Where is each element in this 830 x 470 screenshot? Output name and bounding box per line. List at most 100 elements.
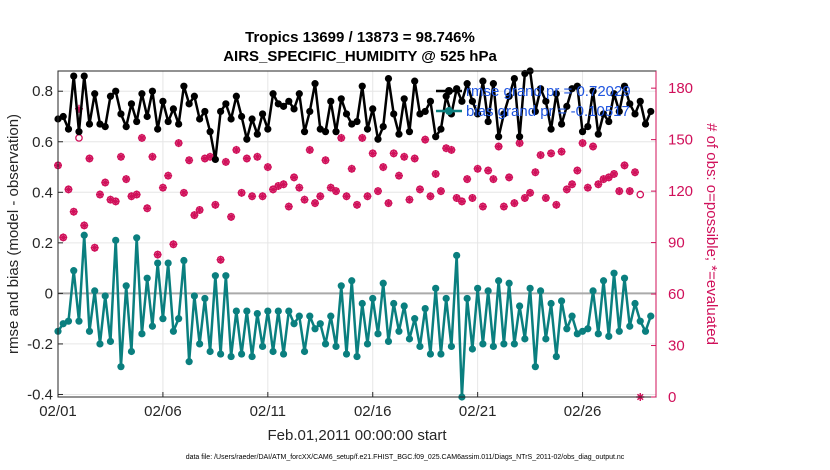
obs-evaluated-point	[421, 135, 430, 144]
bias-point	[295, 312, 303, 320]
obs-evaluated-point	[373, 187, 382, 196]
obs-evaluated-point	[227, 212, 236, 221]
y-left-tick-label: 0.4	[32, 184, 53, 201]
bias-point	[610, 269, 618, 277]
rmse-point	[516, 133, 524, 141]
rmse-point	[332, 128, 340, 136]
rmse-point	[489, 80, 497, 88]
rmse-point	[500, 110, 508, 118]
rmse-point	[432, 133, 440, 141]
bias-point	[227, 352, 235, 361]
obs-evaluated-point	[473, 164, 482, 173]
rmse-point	[70, 72, 78, 80]
y-right-tick-label: 60	[668, 286, 685, 303]
rmse-point	[279, 102, 288, 110]
y-left-tick-label: 0	[45, 285, 53, 302]
y-right-tick-label: 30	[668, 338, 685, 355]
obs-evaluated-point	[185, 156, 194, 165]
rmse-point	[285, 97, 293, 105]
rmse-point	[379, 122, 387, 131]
rmse-point	[159, 97, 167, 105]
rmse-point	[211, 155, 219, 164]
rmse-point	[117, 110, 125, 118]
obs-evaluated-point	[515, 139, 524, 148]
bias-point	[232, 307, 240, 315]
rmse-point	[190, 92, 198, 100]
rmse-point	[547, 125, 555, 133]
bias-point	[196, 340, 204, 348]
x-axis: 02/01 02/06 02/11 02/16 02/21 02/26	[39, 392, 601, 420]
rmse-point	[542, 97, 550, 105]
rmse-point	[75, 128, 83, 136]
bias-point	[563, 325, 571, 333]
obs-evaluated-point	[290, 173, 299, 182]
bias-point	[248, 352, 256, 361]
bias-point	[127, 347, 136, 356]
bias-point	[143, 274, 151, 282]
y-left-tick-label: 0.6	[32, 134, 53, 151]
bias-point	[285, 307, 293, 315]
obs-evaluated-point	[452, 193, 461, 202]
rmse-point	[437, 125, 445, 133]
rmse-point	[584, 122, 592, 131]
bias-point	[243, 307, 251, 315]
obs-evaluated-point	[531, 168, 540, 177]
rmse-point	[253, 130, 261, 138]
legend-bias-marker	[445, 107, 453, 115]
obs-evaluated-point	[143, 204, 152, 213]
obs-evaluated-point	[284, 202, 293, 211]
obs-evaluated-point	[85, 154, 94, 163]
bias-point	[599, 277, 608, 285]
rmse-point	[101, 122, 109, 131]
obs-evaluated-point	[158, 183, 167, 192]
bias-point	[489, 342, 497, 351]
obs-evaluated-point	[541, 193, 550, 202]
bias-point	[337, 282, 345, 290]
obs-evaluated-point	[148, 152, 157, 161]
bias-point	[437, 350, 445, 358]
y-right-tick-label: 0	[668, 389, 676, 406]
y-right-tick-label: 180	[668, 80, 693, 97]
obs-evaluated-point	[116, 152, 125, 161]
obs-evaluated-series	[54, 104, 645, 401]
bias-point	[185, 358, 193, 366]
rmse-point	[295, 90, 303, 98]
obs-evaluated-point	[447, 145, 456, 154]
obs-evaluated-point	[122, 175, 131, 184]
bias-point	[557, 297, 566, 305]
bias-point	[206, 347, 214, 356]
obs-evaluated-point	[347, 164, 356, 173]
bias-point	[332, 342, 340, 351]
bias-point	[374, 330, 382, 338]
bias-point	[636, 317, 644, 325]
bias-point	[101, 292, 109, 300]
bias-point	[169, 327, 178, 335]
bias-point	[647, 312, 655, 320]
bias-point	[411, 315, 419, 323]
bias-point	[222, 272, 230, 280]
rmse-point	[552, 90, 560, 98]
bias-point	[96, 340, 104, 348]
obs-evaluated-point	[547, 149, 556, 158]
rmse-point	[180, 82, 188, 90]
obs-evaluated-point	[190, 211, 199, 220]
obs-evaluated-point	[410, 154, 419, 163]
bias-point	[447, 342, 456, 351]
obs-evaluated-point	[337, 133, 346, 142]
bias-point	[80, 231, 88, 239]
obs-evaluated-point	[216, 255, 225, 264]
obs-evaluated-point	[557, 147, 566, 156]
rmse-point	[80, 72, 88, 80]
bias-point	[311, 325, 319, 333]
bias-point	[321, 340, 330, 348]
bias-point	[426, 350, 435, 358]
rmse-point	[468, 97, 477, 105]
bias-point	[369, 294, 377, 303]
rmse-point	[300, 128, 309, 136]
rmse-point	[505, 92, 513, 100]
bias-point	[316, 320, 324, 328]
bias-point	[384, 337, 393, 346]
rmse-point	[641, 120, 650, 128]
rmse-point	[311, 80, 319, 88]
bias-point	[253, 310, 261, 318]
